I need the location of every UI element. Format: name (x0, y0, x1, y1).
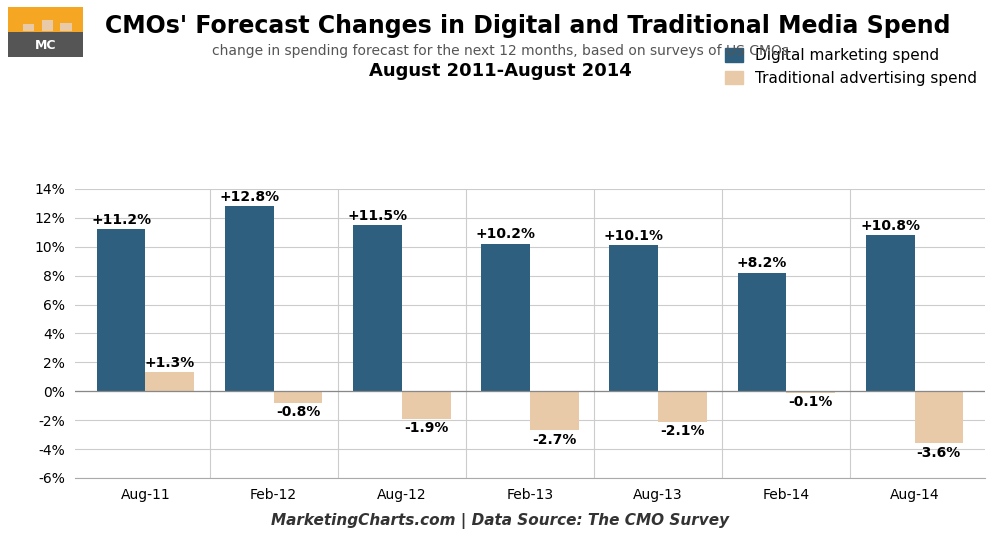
Bar (915, 391, 963, 443)
Text: +10.2%: +10.2% (476, 227, 536, 241)
Bar (353, 225, 402, 391)
Text: +8.2%: +8.2% (737, 256, 787, 270)
Bar (225, 206, 274, 391)
Text: +11.2%: +11.2% (91, 213, 151, 227)
Bar (609, 245, 658, 391)
Text: -2.7%: -2.7% (532, 433, 577, 447)
Text: +1.3%: +1.3% (145, 356, 195, 370)
Bar (145, 373, 194, 391)
FancyBboxPatch shape (8, 32, 83, 57)
Text: -0.1%: -0.1% (789, 395, 833, 409)
Bar (738, 273, 786, 391)
Bar (97, 230, 145, 391)
Bar (274, 391, 322, 403)
Text: change in spending forecast for the next 12 months, based on surveys of US CMOs: change in spending forecast for the next… (212, 44, 788, 58)
Text: MC: MC (35, 39, 56, 52)
Text: -3.6%: -3.6% (917, 446, 961, 460)
Bar (42, 20, 53, 31)
Text: -0.8%: -0.8% (276, 406, 320, 420)
Bar (658, 391, 707, 422)
Text: +10.8%: +10.8% (860, 219, 920, 233)
Bar (866, 235, 915, 391)
Text: +10.1%: +10.1% (604, 229, 664, 243)
Bar (23, 24, 34, 31)
Legend: Digital marketing spend, Traditional advertising spend: Digital marketing spend, Traditional adv… (725, 48, 977, 86)
Bar (786, 391, 835, 393)
Bar (60, 23, 72, 31)
Bar (402, 391, 451, 418)
Text: August 2011-August 2014: August 2011-August 2014 (369, 62, 631, 79)
Text: CMOs' Forecast Changes in Digital and Traditional Media Spend: CMOs' Forecast Changes in Digital and Tr… (105, 14, 950, 37)
Text: +12.8%: +12.8% (219, 190, 279, 204)
Bar (481, 244, 530, 391)
Text: -1.9%: -1.9% (404, 421, 448, 435)
FancyBboxPatch shape (8, 7, 83, 32)
Text: MarketingCharts.com | Data Source: The CMO Survey: MarketingCharts.com | Data Source: The C… (271, 512, 729, 529)
Bar (530, 391, 579, 430)
Text: -2.1%: -2.1% (660, 424, 705, 438)
Text: +11.5%: +11.5% (347, 208, 408, 222)
